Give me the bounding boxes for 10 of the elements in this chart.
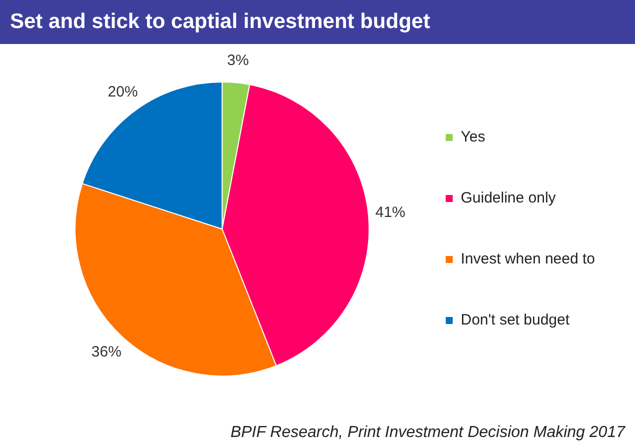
data-label: 20%: [108, 83, 138, 100]
legend-label: Yes: [460, 128, 486, 146]
legend-label: Invest when need to: [460, 250, 596, 268]
chart-title: Set and stick to captial investment budget: [0, 0, 635, 44]
text: BPIF Research, Print Investment Decision Making 2017: [230, 424, 625, 442]
legend-label: Don't set budget: [460, 312, 570, 329]
data-label: 3%: [227, 52, 249, 69]
data-label: 36%: [91, 343, 122, 360]
legend-label: Guideline only: [460, 190, 556, 207]
data-label: 41%: [375, 204, 406, 222]
